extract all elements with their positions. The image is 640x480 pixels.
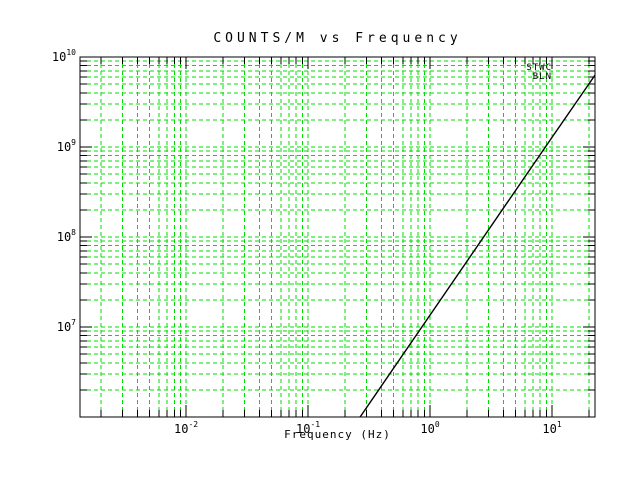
x-tick-label: 100 [420, 420, 440, 436]
y-tick-label: 108 [56, 228, 76, 244]
legend: STWC BLN [526, 64, 552, 82]
legend-channel-label: BLN [532, 72, 552, 82]
y-tick-label: 109 [56, 138, 76, 154]
x-tick-label: 10-1 [296, 420, 321, 436]
x-tick-label: 101 [542, 420, 562, 436]
grid-lines [80, 56, 595, 418]
legend-station-label: STWC [526, 63, 552, 73]
chart-title: COUNTS/M vs Frequency [213, 31, 462, 46]
response-curve [359, 74, 596, 418]
y-tick-label: 107 [56, 318, 76, 334]
x-axis-label: Frequency (Hz) [284, 428, 391, 441]
x-tick-label: 10-2 [174, 420, 199, 436]
plot-frame [79, 56, 596, 418]
y-tick-label: 1010 [51, 48, 76, 64]
